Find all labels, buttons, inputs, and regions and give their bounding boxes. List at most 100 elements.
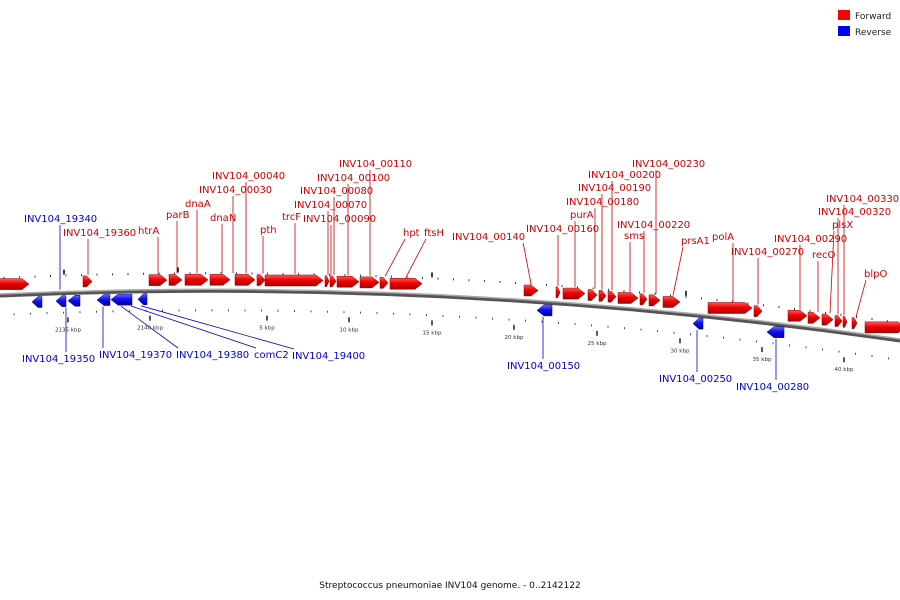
leader-inv104-19380 — [120, 305, 179, 349]
gene-label-inv104-00230: INV104_00230 — [632, 159, 705, 170]
gene-fwd-30[interactable] — [834, 315, 843, 327]
gene-fwd-18[interactable] — [587, 289, 598, 301]
gene-label-inv104-00100: INV104_00100 — [317, 173, 390, 184]
leader-ftsh — [405, 238, 427, 278]
gene-fwd-32[interactable] — [851, 317, 858, 329]
leader-inv104-19400 — [140, 305, 295, 350]
legend-forward-swatch — [838, 10, 850, 20]
gene-fwd-29[interactable] — [821, 313, 834, 326]
gene-inv104-19350[interactable] — [55, 295, 67, 307]
gene-inv104-00280[interactable] — [766, 326, 785, 338]
scale-label: 2140 kbp — [137, 326, 163, 332]
gene-label-comc2: comC2 — [254, 350, 289, 361]
gene-fwd-19[interactable] — [598, 290, 607, 302]
scale-labels: 2135 kbp 2140 kbp 5 kbp 10 kbp 15 kbp 20 kbp 2… — [55, 326, 854, 374]
gene-fwd-1[interactable] — [82, 275, 93, 288]
gene-label-inv104-00280: INV104_00280 — [736, 382, 809, 393]
legend: Forward Reverse — [838, 10, 892, 38]
scale-label: 30 kbp — [671, 348, 690, 354]
gene-inv104-00150[interactable] — [536, 304, 553, 317]
gene-fwd-17[interactable] — [562, 287, 586, 300]
scale-label: 15 kbp — [423, 330, 442, 336]
gene-fwd-10[interactable] — [329, 275, 337, 288]
gene-label-inv104-00290: INV104_00290 — [774, 234, 847, 245]
gene-label-inv104-00080: INV104_00080 — [300, 186, 373, 197]
scale-label: 25 kbp — [588, 341, 607, 347]
gene-fwd-22[interactable] — [639, 293, 648, 306]
scale-label: 40 kbp — [835, 367, 854, 373]
legend-reverse-swatch — [838, 26, 850, 36]
leader-lines — [59, 170, 867, 380]
gene-fwd-7[interactable] — [256, 274, 266, 286]
gene-fwd-23[interactable] — [648, 294, 661, 307]
gene-fwd-14[interactable] — [389, 278, 423, 290]
gene-fwd-12[interactable] — [359, 276, 380, 289]
gene-label-inv104-00150: INV104_00150 — [507, 361, 580, 372]
gene-label-inv104-19350: INV104_19350 — [22, 354, 95, 365]
gene-label-pura: purA — [570, 210, 594, 221]
gene-fwd-31[interactable] — [842, 316, 848, 328]
gene-label-pola: polA — [712, 232, 734, 243]
gene-label-inv104-00270: INV104_00270 — [731, 247, 804, 258]
scale-label: 20 kbp — [505, 335, 524, 341]
gene-fwd-2[interactable] — [148, 274, 168, 286]
gene-fwd-28[interactable] — [807, 312, 821, 324]
gene-label-inv104-00250: INV104_00250 — [659, 374, 732, 385]
gene-comc2[interactable] — [110, 293, 133, 306]
gene-label-inv104-19360: INV104_19360 — [63, 228, 136, 239]
gene-fwd-3[interactable] — [168, 274, 183, 286]
gene-fwd-4[interactable] — [184, 274, 209, 286]
gene-fwd-9[interactable] — [324, 275, 330, 287]
gene-label-inv104-00070: INV104_00070 — [294, 200, 367, 211]
backbone-line — [0, 288, 900, 340]
gene-label-inv104-00040: INV104_00040 — [212, 171, 285, 182]
gene-fwd-24[interactable] — [662, 296, 681, 308]
gene-fwd-8[interactable] — [264, 274, 324, 287]
gene-fwd-27[interactable] — [787, 310, 808, 322]
gene-label-plsx: plsX — [832, 220, 853, 231]
gene-fwd-25[interactable] — [707, 302, 753, 314]
gene-fwd-33[interactable] — [864, 321, 900, 334]
gene-fwd-15[interactable] — [523, 284, 539, 297]
gene-fwd-0[interactable] — [0, 278, 30, 290]
gene-label-inv104-00190: INV104_00190 — [578, 183, 651, 194]
gene-label-inv104-00220: INV104_00220 — [617, 220, 690, 231]
gene-label-inv104-00090: INV104_00090 — [303, 214, 376, 225]
gene-inv104-19340[interactable] — [31, 296, 43, 308]
gene-inv104-19400[interactable] — [137, 293, 148, 306]
gene-fwd-26[interactable] — [753, 305, 763, 317]
gene-fwd-5[interactable] — [209, 274, 231, 286]
gene-label-ftsh: ftsH — [424, 228, 444, 239]
gene-label-hpt: hpt — [403, 228, 420, 239]
gene-fwd-11[interactable] — [336, 275, 360, 288]
gene-label-sms: sms — [624, 231, 644, 242]
legend-forward-label: Forward — [855, 12, 891, 22]
gene-features — [0, 274, 900, 338]
gene-label-inv104-00200: INV104_00200 — [588, 170, 661, 181]
scale-label: 2135 kbp — [55, 327, 81, 333]
gene-label-inv104-00330: INV104_00330 — [826, 194, 899, 205]
gene-label-inv104-19380: INV104_19380 — [176, 350, 249, 361]
gene-fwd-6[interactable] — [234, 274, 256, 286]
gene-label-prsa1: prsA1 — [681, 236, 710, 247]
gene-fwd-16[interactable] — [555, 286, 561, 299]
gene-label-pth: pth — [260, 225, 277, 236]
scale-label: 10 kbp — [340, 327, 359, 333]
gene-label-htra: htrA — [138, 226, 159, 237]
gene-fwd-21[interactable] — [617, 292, 639, 304]
gene-label-inv104-00110: INV104_00110 — [339, 159, 412, 170]
gene-label-trcf: trcF — [282, 212, 301, 223]
gene-inv104-19370[interactable] — [67, 295, 81, 307]
gene-inv104-00250[interactable] — [692, 317, 704, 330]
gene-label-inv104-00180: INV104_00180 — [566, 197, 639, 208]
gene-inv104-19380[interactable] — [96, 294, 111, 306]
gene-label-reco: recO — [812, 250, 836, 261]
legend-reverse-label: Reverse — [855, 28, 892, 38]
leader-inv104-00140 — [522, 242, 532, 285]
leader-plsx — [829, 230, 835, 314]
gene-fwd-20[interactable] — [607, 290, 617, 303]
gene-label-inv104-19400: INV104_19400 — [292, 351, 365, 362]
gene-fwd-13[interactable] — [379, 277, 389, 289]
gene-label-dnan: dnaN — [210, 213, 236, 224]
